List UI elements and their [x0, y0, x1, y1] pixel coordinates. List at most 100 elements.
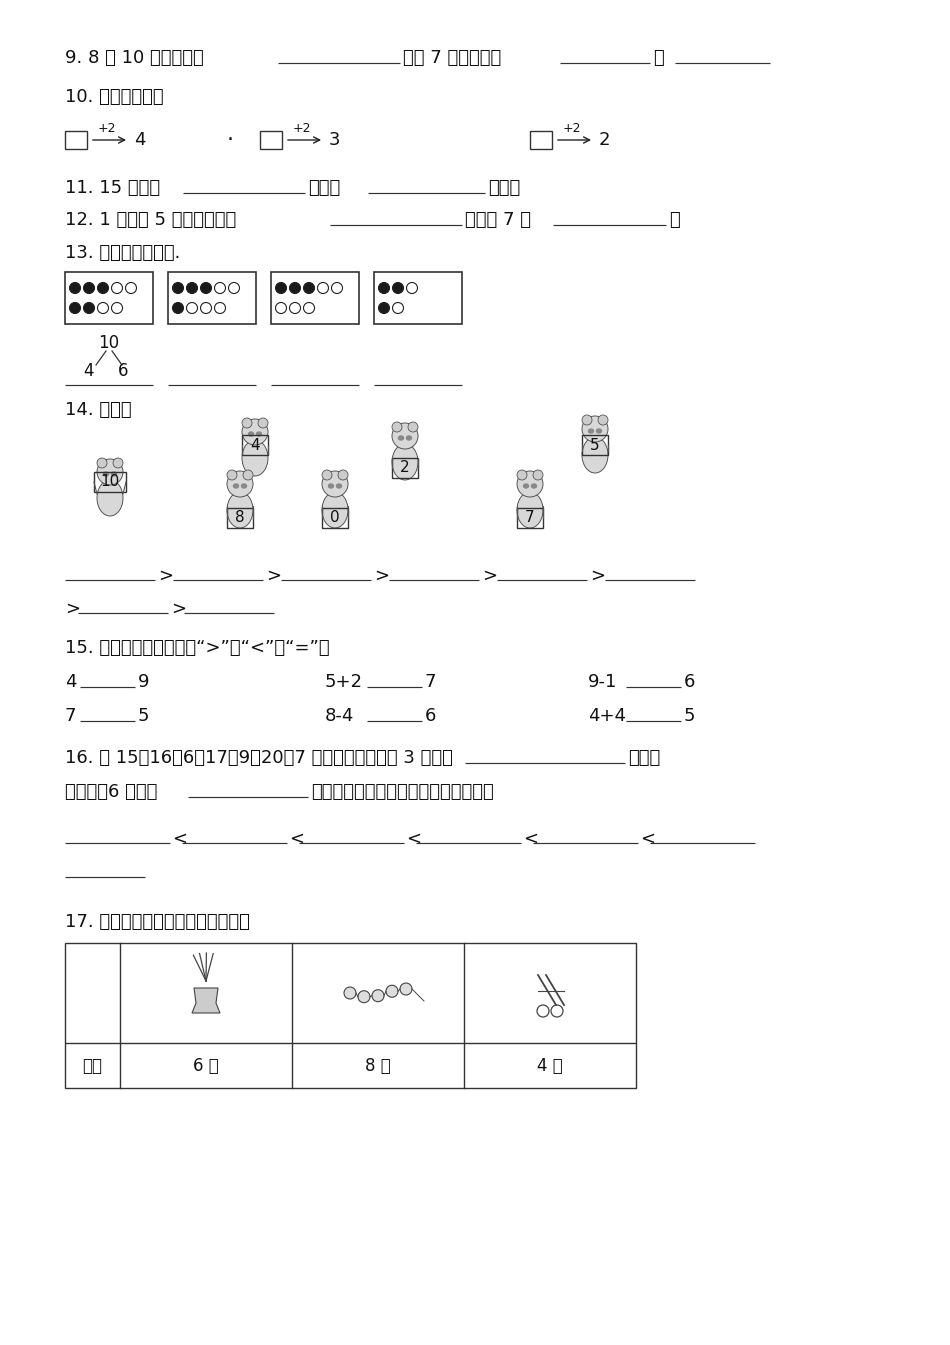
Circle shape: [582, 416, 592, 425]
Circle shape: [392, 422, 418, 449]
Ellipse shape: [111, 472, 117, 476]
Text: >: >: [374, 568, 389, 585]
Circle shape: [317, 282, 329, 293]
Circle shape: [332, 282, 343, 293]
Ellipse shape: [104, 472, 108, 476]
Circle shape: [303, 282, 314, 293]
Circle shape: [392, 282, 404, 293]
Text: 13. 照样子，写一写.: 13. 照样子，写一写.: [65, 243, 180, 262]
Text: 6 盆: 6 盆: [193, 1057, 219, 1075]
Ellipse shape: [249, 432, 254, 436]
Ellipse shape: [597, 429, 601, 433]
Text: 6: 6: [684, 672, 695, 691]
Circle shape: [551, 1005, 563, 1017]
Text: 12. 1 个十和 5 个一合起来是: 12. 1 个十和 5 个一合起来是: [65, 211, 237, 229]
Text: 17. 把计算结果从左到右填入表格中: 17. 把计算结果从左到右填入表格中: [65, 913, 250, 931]
Bar: [530, 130, 552, 149]
Text: 8: 8: [236, 511, 245, 526]
Circle shape: [303, 303, 314, 313]
Text: 9. 8 和 10 中间的数是: 9. 8 和 10 中间的数是: [65, 48, 203, 67]
Text: 9-1: 9-1: [588, 672, 618, 691]
Ellipse shape: [227, 492, 253, 529]
Circle shape: [372, 990, 384, 1002]
Text: 2: 2: [400, 460, 409, 476]
Circle shape: [400, 983, 412, 995]
Text: 云云: 云云: [83, 1057, 103, 1075]
Text: +2: +2: [562, 122, 581, 136]
Ellipse shape: [234, 484, 238, 488]
Text: 7: 7: [525, 511, 535, 526]
Text: 8 颗: 8 颗: [365, 1057, 390, 1075]
Circle shape: [243, 469, 253, 480]
Ellipse shape: [582, 437, 608, 473]
Text: 5: 5: [138, 707, 149, 725]
Circle shape: [408, 422, 418, 432]
Text: <: <: [640, 830, 655, 847]
Text: 6: 6: [425, 707, 436, 725]
Circle shape: [84, 282, 94, 293]
Circle shape: [173, 303, 183, 313]
Text: 14. 填一填: 14. 填一填: [65, 401, 132, 420]
Text: +2: +2: [98, 122, 116, 136]
Text: 往左数，6 排在第: 往左数，6 排在第: [65, 783, 158, 802]
Bar: [582, 434, 608, 455]
Text: 。: 。: [669, 211, 680, 229]
Text: 4: 4: [84, 362, 94, 381]
Circle shape: [113, 459, 123, 468]
Circle shape: [598, 416, 608, 425]
Text: 10: 10: [99, 334, 120, 352]
Circle shape: [358, 991, 370, 1003]
Circle shape: [242, 418, 252, 428]
Circle shape: [200, 282, 212, 293]
Text: 7: 7: [65, 707, 77, 725]
Polygon shape: [192, 989, 220, 1013]
Circle shape: [186, 282, 198, 293]
Text: ，从右: ，从右: [628, 749, 660, 767]
Circle shape: [69, 303, 81, 313]
Ellipse shape: [241, 484, 246, 488]
Text: <: <: [172, 830, 187, 847]
Circle shape: [229, 282, 239, 293]
Circle shape: [392, 303, 404, 313]
Circle shape: [338, 469, 348, 480]
Text: 15. 在下面的横线上填上“>”、“<”或“=”。: 15. 在下面的横线上填上“>”、“<”或“=”。: [65, 639, 330, 656]
Bar: [65, 272, 153, 324]
Bar: [65, 130, 87, 149]
Circle shape: [111, 303, 123, 313]
Text: >: >: [171, 600, 186, 617]
Text: 4: 4: [134, 130, 145, 149]
Ellipse shape: [256, 432, 261, 436]
Circle shape: [97, 459, 107, 468]
Text: 10. 在方框里填数: 10. 在方框里填数: [65, 87, 163, 106]
Ellipse shape: [523, 484, 528, 488]
Circle shape: [98, 303, 108, 313]
Ellipse shape: [531, 484, 537, 488]
Ellipse shape: [588, 429, 594, 433]
Circle shape: [517, 469, 527, 480]
Circle shape: [69, 282, 81, 293]
Circle shape: [322, 471, 348, 498]
Circle shape: [290, 282, 300, 293]
Circle shape: [215, 282, 225, 293]
Ellipse shape: [398, 436, 404, 440]
Circle shape: [537, 1005, 549, 1017]
Text: 16. 在 15、16、6、17、9、20、7 中，从左往右数第 3 个数是: 16. 在 15、16、6、17、9、20、7 中，从左往右数第 3 个数是: [65, 749, 453, 767]
Text: 6: 6: [118, 362, 128, 381]
Text: >: >: [65, 600, 80, 617]
Text: >: >: [158, 568, 173, 585]
Circle shape: [84, 303, 94, 313]
Bar: [322, 508, 348, 529]
Text: 9: 9: [138, 672, 149, 691]
Ellipse shape: [242, 440, 268, 476]
Ellipse shape: [322, 492, 348, 529]
Circle shape: [227, 469, 237, 480]
Circle shape: [582, 416, 608, 443]
Circle shape: [97, 459, 123, 486]
Circle shape: [173, 282, 183, 293]
Circle shape: [125, 282, 137, 293]
Circle shape: [242, 420, 268, 445]
Text: <: <: [289, 830, 304, 847]
Text: 5: 5: [590, 437, 599, 452]
Bar: [260, 130, 282, 149]
Ellipse shape: [336, 484, 341, 488]
